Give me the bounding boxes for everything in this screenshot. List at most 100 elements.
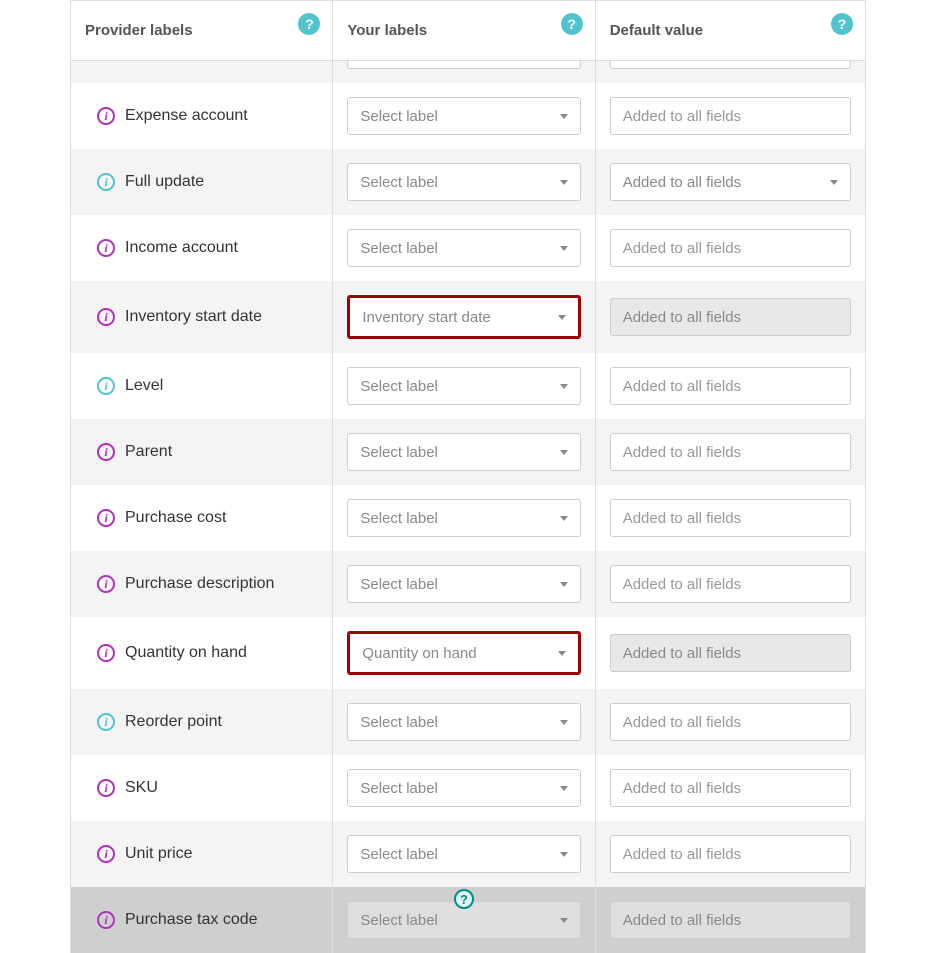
table-row: Added to all fields bbox=[71, 61, 866, 84]
your-label-cell: Inventory start date bbox=[333, 281, 595, 353]
chevron-down-icon bbox=[560, 516, 568, 521]
provider-label-cell: i Purchase description bbox=[71, 551, 333, 617]
your-label-select[interactable]: Select label bbox=[347, 769, 580, 807]
table-row: i Reorder point Select label Added to all f… bbox=[71, 689, 866, 755]
default-value-input[interactable]: Added to all fields bbox=[610, 835, 851, 873]
your-label-cell: ?Select label bbox=[333, 887, 595, 953]
table-row: iSKUSelect labelAdded to all fields bbox=[71, 755, 866, 821]
default-value-input[interactable]: Added to all fields bbox=[610, 703, 851, 741]
header-default-value: Default value ? bbox=[595, 1, 865, 61]
default-value-input: Added to all fields bbox=[610, 901, 851, 939]
chevron-down-icon bbox=[558, 315, 566, 320]
your-label-select[interactable]: Select label bbox=[347, 97, 580, 135]
your-label-select[interactable]: Select label bbox=[347, 229, 580, 267]
your-label-select[interactable]: Select label bbox=[347, 163, 580, 201]
chevron-down-icon bbox=[560, 582, 568, 587]
input-placeholder: Added to all fields bbox=[623, 444, 741, 461]
your-label-select[interactable]: Select label bbox=[347, 835, 580, 873]
your-label-select[interactable] bbox=[347, 61, 580, 69]
default-value-input[interactable]: Added to all fields bbox=[610, 97, 851, 135]
table-row: iLevelSelect labelAdded to all fields bbox=[71, 353, 866, 419]
input-placeholder: Added to all fields bbox=[623, 240, 741, 257]
default-value-cell: Added to all fields bbox=[595, 215, 865, 281]
info-icon[interactable]: i bbox=[97, 644, 115, 662]
your-label-select[interactable]: Select label bbox=[347, 433, 580, 471]
your-label-select[interactable]: Select label bbox=[347, 565, 580, 603]
header-provider-text: Provider labels bbox=[85, 22, 193, 39]
provider-label-text: Purchase description bbox=[125, 575, 274, 593]
table-row: iExpense account Select label Added to all… bbox=[71, 83, 866, 149]
info-icon[interactable]: i bbox=[97, 107, 115, 125]
your-label-cell: Select label bbox=[333, 353, 595, 419]
help-icon[interactable]: ? bbox=[298, 13, 320, 35]
provider-label-text: Purchase cost bbox=[125, 509, 226, 527]
select-placeholder: Added to all fields bbox=[623, 174, 741, 191]
help-icon[interactable]: ? bbox=[561, 13, 583, 35]
header-your-labels: Your labels ? bbox=[333, 1, 595, 61]
chevron-down-icon bbox=[560, 246, 568, 251]
default-value-input[interactable]: Added to all fields bbox=[610, 565, 851, 603]
default-value-input[interactable]: Added to all fields bbox=[610, 367, 851, 405]
your-label-select[interactable]: Select label bbox=[347, 499, 580, 537]
your-label-cell: Select label bbox=[333, 551, 595, 617]
info-icon[interactable]: i bbox=[97, 845, 115, 863]
select-value: Inventory start date bbox=[362, 309, 490, 326]
select-value: Select label bbox=[360, 576, 438, 593]
info-icon[interactable]: i bbox=[97, 239, 115, 257]
header-provider-labels: Provider labels ? bbox=[71, 1, 333, 61]
info-icon[interactable]: i bbox=[97, 308, 115, 326]
your-label-select[interactable]: Select label bbox=[347, 703, 580, 741]
provider-label-cell: iInventory start date bbox=[71, 281, 333, 353]
your-label-cell: Select label bbox=[333, 419, 595, 485]
input-placeholder: Added to all fields bbox=[623, 780, 741, 797]
default-value-input[interactable]: Added to all fields bbox=[610, 433, 851, 471]
info-icon[interactable]: i bbox=[97, 377, 115, 395]
info-icon[interactable]: i bbox=[97, 509, 115, 527]
info-icon[interactable]: i bbox=[97, 779, 115, 797]
input-placeholder: Added to all fields bbox=[623, 309, 741, 326]
your-label-select[interactable]: Inventory start date bbox=[347, 295, 580, 339]
default-value-cell: Added to all fields bbox=[595, 755, 865, 821]
your-label-select[interactable]: Select label bbox=[347, 367, 580, 405]
table-header-row: Provider labels ? Your labels ? Default … bbox=[71, 1, 866, 61]
your-label-cell: Select label bbox=[333, 485, 595, 551]
help-icon[interactable]: ? bbox=[454, 889, 474, 909]
default-value-cell: Added to all fields bbox=[595, 551, 865, 617]
default-value-cell: Added to all fields bbox=[595, 61, 865, 84]
info-icon[interactable]: i bbox=[97, 173, 115, 191]
default-value-select[interactable]: Added to all fields bbox=[610, 163, 851, 201]
your-label-cell: Quantity on hand bbox=[333, 617, 595, 689]
default-value-input: Added to all fields bbox=[610, 634, 851, 672]
provider-label-text: Quantity on hand bbox=[125, 644, 247, 662]
info-icon[interactable]: i bbox=[97, 443, 115, 461]
provider-label-text: Reorder point bbox=[125, 713, 222, 731]
chevron-down-icon bbox=[830, 180, 838, 185]
default-value-input[interactable]: Added to all fields bbox=[610, 499, 851, 537]
default-value-input[interactable]: Added to all fields bbox=[610, 229, 851, 267]
info-icon[interactable]: i bbox=[97, 713, 115, 731]
default-value-input[interactable]: Added to all fields bbox=[610, 769, 851, 807]
provider-label-cell: i Purchase tax code bbox=[71, 887, 333, 953]
chevron-down-icon bbox=[560, 786, 568, 791]
select-value: Select label bbox=[360, 108, 438, 125]
default-value-input[interactable]: Added to all fields bbox=[610, 61, 851, 69]
provider-label-text: Income account bbox=[125, 239, 238, 257]
provider-label-cell: iExpense account bbox=[71, 83, 333, 149]
your-label-select[interactable]: Quantity on hand bbox=[347, 631, 580, 675]
provider-label-cell: i Parent bbox=[71, 419, 333, 485]
chevron-down-icon bbox=[560, 852, 568, 857]
provider-label-cell: i Purchase cost bbox=[71, 485, 333, 551]
provider-label-cell: i Quantity on hand bbox=[71, 617, 333, 689]
select-value: Select label bbox=[360, 174, 438, 191]
default-value-cell: Added to all fields bbox=[595, 353, 865, 419]
provider-label-text: Parent bbox=[125, 443, 172, 461]
input-placeholder: Added to all fields bbox=[623, 846, 741, 863]
info-icon[interactable]: i bbox=[97, 575, 115, 593]
default-value-cell: Added to all fields bbox=[595, 485, 865, 551]
provider-label-text: Purchase tax code bbox=[125, 911, 258, 929]
provider-label-cell: i Income account bbox=[71, 215, 333, 281]
input-placeholder: Added to all fields bbox=[623, 576, 741, 593]
your-label-cell: Select label bbox=[333, 755, 595, 821]
info-icon[interactable]: i bbox=[97, 911, 115, 929]
help-icon[interactable]: ? bbox=[831, 13, 853, 35]
